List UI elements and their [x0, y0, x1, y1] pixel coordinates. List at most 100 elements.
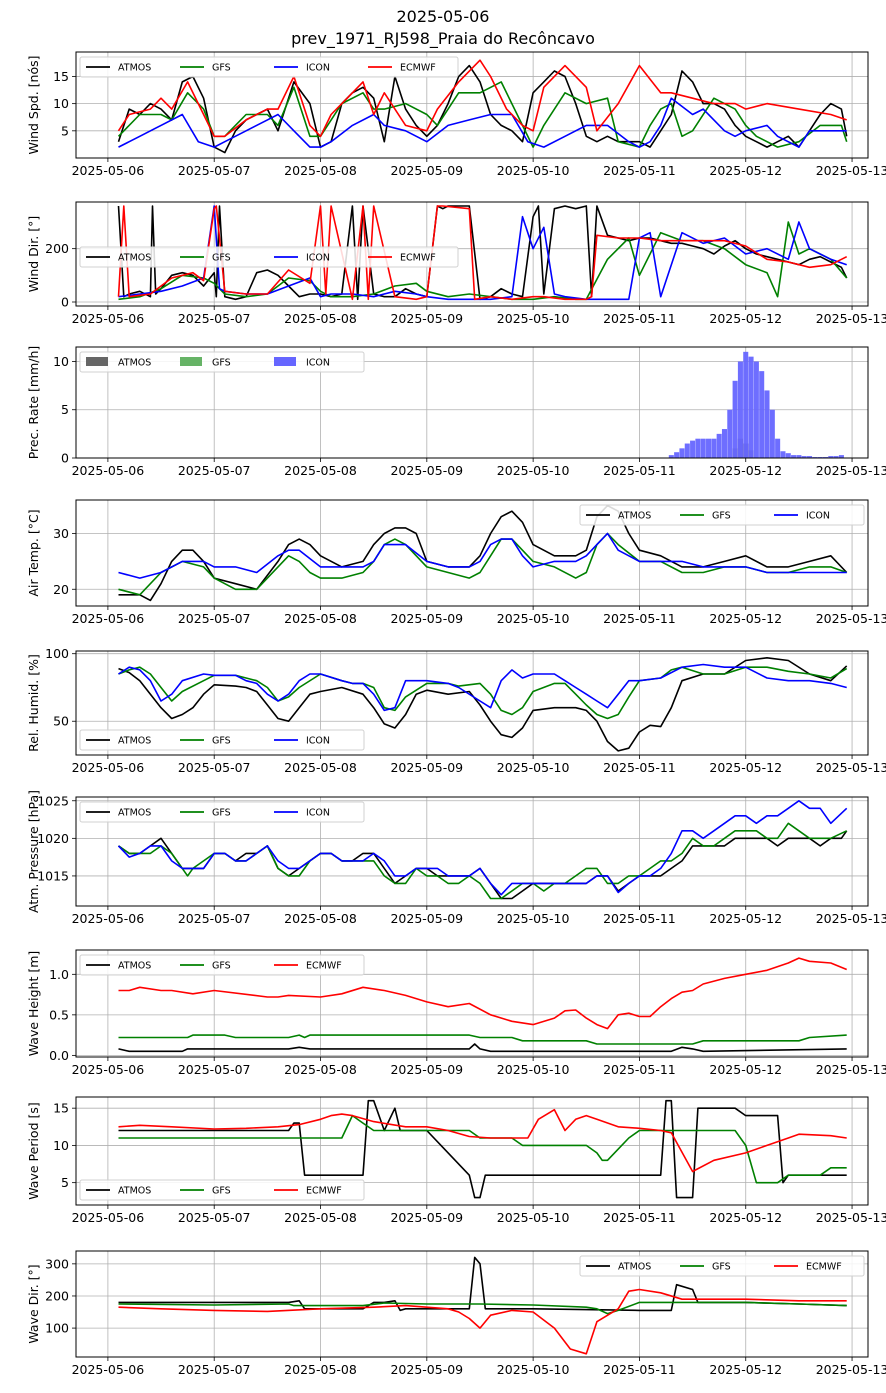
x-tick-label: 2025-05-07	[178, 163, 251, 178]
series-icon-bar	[679, 448, 685, 458]
x-tick-label: 2025-05-10	[497, 1362, 570, 1377]
x-tick-label: 2025-05-12	[709, 911, 782, 926]
legend-box	[579, 504, 865, 526]
figure-subtitle: prev_1971_RJ598_Praia do Recôncavo	[291, 29, 595, 48]
legend-label: ICON	[306, 808, 330, 819]
series-gfs-line	[118, 532, 847, 596]
x-tick-label: 2025-05-06	[72, 611, 145, 626]
y-tick-label: 0	[61, 295, 69, 310]
series-icon-bar	[748, 356, 754, 458]
y-axis: 1015 1020 1025	[37, 793, 76, 883]
x-tick-label: 2025-05-13	[816, 611, 886, 626]
x-tick-label: 2025-05-10	[497, 611, 570, 626]
series-icon-line	[117, 799, 848, 896]
legend-swatch	[274, 357, 296, 366]
legend-swatch	[180, 357, 202, 366]
chart-wave-height: 2025-05-06 2025-05-07 2025-05-08 2025-05-09…	[26, 949, 886, 1077]
series-gfs-line	[117, 81, 848, 148]
x-tick-label: 2025-05-10	[497, 760, 570, 775]
y-axis: 5 10 15	[53, 69, 76, 138]
series-icon-bar	[706, 438, 712, 458]
y-axis-label: Wave Height [m]	[26, 951, 41, 1057]
chart-wave-period: 2025-05-06 2025-05-07 2025-05-08 2025-05-09…	[26, 1096, 886, 1225]
series-icon-bar	[759, 371, 765, 458]
legend: ATMOS GFS ICON	[79, 351, 365, 373]
y-tick-label: 30	[53, 526, 69, 541]
series-gfs-line	[118, 1034, 847, 1045]
y-axis-label: Wave Period [s]	[26, 1102, 41, 1200]
legend-box	[79, 246, 459, 268]
series-atmos-line	[118, 1043, 847, 1053]
legend-label: ATMOS	[118, 808, 151, 819]
legend-label: ICON	[306, 63, 330, 74]
x-axis: 2025-05-06 2025-05-07 2025-05-08 2025-05-09…	[72, 606, 886, 626]
chart-wave-direction: 2025-05-06 2025-05-07 2025-05-08 2025-05-09…	[26, 1250, 886, 1377]
series-icon-bar	[780, 451, 786, 458]
legend: ATMOS GFS ECMWF	[79, 1179, 365, 1201]
x-tick-label: 2025-05-13	[816, 311, 886, 326]
axes-frame	[75, 51, 869, 159]
series-icon-bar	[690, 440, 696, 458]
x-axis: 2025-05-06 2025-05-07 2025-05-08 2025-05-09…	[72, 158, 886, 178]
x-tick-label: 2025-05-10	[497, 463, 570, 478]
series-icon-bar	[807, 456, 813, 458]
y-tick-label: 10	[53, 354, 69, 369]
y-tick-label: 1015	[37, 868, 69, 883]
series-ecmwf-line	[117, 59, 847, 138]
legend-label: ECMWF	[306, 1186, 342, 1197]
y-tick-label: 15	[53, 69, 69, 84]
x-tick-label: 2025-05-06	[72, 1362, 145, 1377]
x-tick-label: 2025-05-09	[390, 1210, 463, 1225]
x-tick-label: 2025-05-08	[284, 311, 357, 326]
x-tick-label: 2025-05-07	[178, 463, 251, 478]
axes-frame	[75, 346, 869, 459]
legend-box	[79, 1179, 365, 1201]
chart-precipitation: 2025-05-06 2025-05-07 2025-05-08 2025-05-09…	[26, 346, 886, 478]
x-tick-label: 2025-05-10	[497, 1062, 570, 1077]
x-axis: 2025-05-06 2025-05-07 2025-05-08 2025-05-09…	[72, 755, 886, 775]
y-tick-label: 200	[45, 241, 69, 256]
series-icon-bar	[716, 433, 722, 458]
legend-label: ATMOS	[118, 961, 151, 972]
series-icon-bar	[785, 453, 791, 458]
series-icon-bar	[801, 456, 807, 458]
series-icon-bar	[743, 351, 749, 458]
series-icon-bar	[796, 455, 802, 458]
x-tick-label: 2025-05-06	[72, 760, 145, 775]
y-axis: 0 5 10	[53, 354, 76, 466]
x-tick-label: 2025-05-09	[390, 163, 463, 178]
x-tick-label: 2025-05-06	[72, 1062, 145, 1077]
y-tick-label: 100	[45, 1321, 69, 1336]
x-tick-label: 2025-05-07	[178, 611, 251, 626]
y-axis: 5 10 15	[53, 1101, 76, 1190]
series-icon-bar	[753, 361, 759, 458]
axes-frame	[75, 201, 869, 307]
x-tick-label: 2025-05-11	[603, 163, 676, 178]
y-tick-label: 1020	[37, 831, 69, 846]
series-gfs-line	[118, 822, 848, 900]
y-tick-label: 5	[61, 402, 69, 417]
chart-relative-humidity: 2025-05-06 2025-05-07 2025-05-08 2025-05-09…	[26, 646, 886, 775]
x-tick-label: 2025-05-11	[603, 611, 676, 626]
legend: ATMOS GFS ICON ECMWF	[79, 246, 459, 268]
plot-area	[118, 656, 848, 752]
series-icon-bar	[711, 438, 717, 458]
legend-label: GFS	[212, 358, 231, 369]
x-axis: 2025-05-06 2025-05-07 2025-05-08 2025-05-09…	[72, 1057, 886, 1077]
y-tick-label: 1.0	[49, 967, 69, 982]
series-atmos-line	[118, 1099, 847, 1199]
legend-label: ECMWF	[400, 253, 436, 264]
series-ecmwf-line	[118, 1288, 847, 1355]
x-tick-label: 2025-05-07	[178, 911, 251, 926]
x-tick-label: 2025-05-08	[284, 1362, 357, 1377]
series-icon-bar	[684, 443, 690, 458]
plot-area	[118, 504, 848, 602]
x-tick-label: 2025-05-12	[709, 1062, 782, 1077]
x-tick-label: 2025-05-11	[603, 311, 676, 326]
plot-area	[668, 351, 844, 458]
legend-label: ATMOS	[618, 1262, 651, 1273]
legend-label: ICON	[306, 358, 330, 369]
series-icon-bar	[833, 456, 839, 458]
y-axis: 100 200 300	[45, 1256, 76, 1336]
